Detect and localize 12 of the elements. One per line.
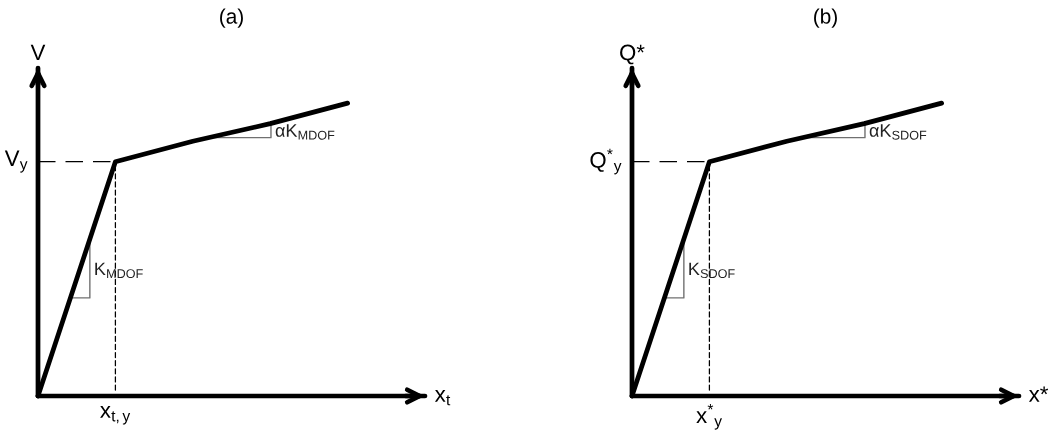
ref-line-label: V$_{y}$ — [4, 150, 28, 173]
annotation: αK$_{SDOF}$ — [869, 124, 927, 140]
annotation: x$_{t,y}$ — [100, 406, 131, 425]
ref-line-label: Q$^{*}$$_{y}$ — [590, 148, 622, 175]
annotation: x$^{*}$$_{y}$ — [696, 404, 722, 430]
x-axis-title: x$_{t}$ — [434, 389, 451, 406]
y-axis-title: Q* — [620, 44, 645, 65]
annotation: αK$_{MDOF}$ — [275, 124, 335, 140]
x-axis-title: x* — [1028, 386, 1049, 402]
chart-title: (b) — [814, 8, 837, 28]
y-axis-title: V — [30, 44, 46, 61]
chart-title: (a) — [220, 8, 243, 28]
